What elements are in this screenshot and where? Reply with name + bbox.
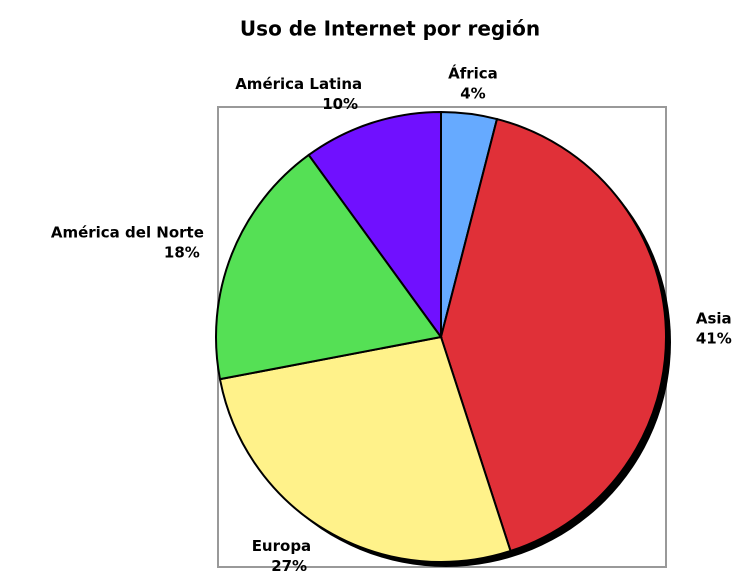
- slice-label: África: [448, 64, 498, 83]
- slice-label: Europa: [252, 537, 312, 555]
- pie-slice: [215, 153, 443, 381]
- slice-value-label: 10%: [322, 95, 358, 113]
- slice-value-label: 18%: [164, 244, 200, 262]
- slice-label: América del Norte: [51, 224, 204, 242]
- pie-slice: [439, 117, 667, 553]
- slice-value-label: 4%: [460, 85, 485, 103]
- slice-label: Asia: [696, 309, 732, 327]
- slice-label: América Latina: [235, 75, 362, 93]
- slice-value-label: 41%: [696, 329, 732, 347]
- pie-slice: [218, 335, 512, 563]
- slice-value-label: 27%: [271, 557, 307, 575]
- pie-slice: [307, 110, 442, 341]
- chart-title: Uso de Internet por región: [240, 17, 540, 41]
